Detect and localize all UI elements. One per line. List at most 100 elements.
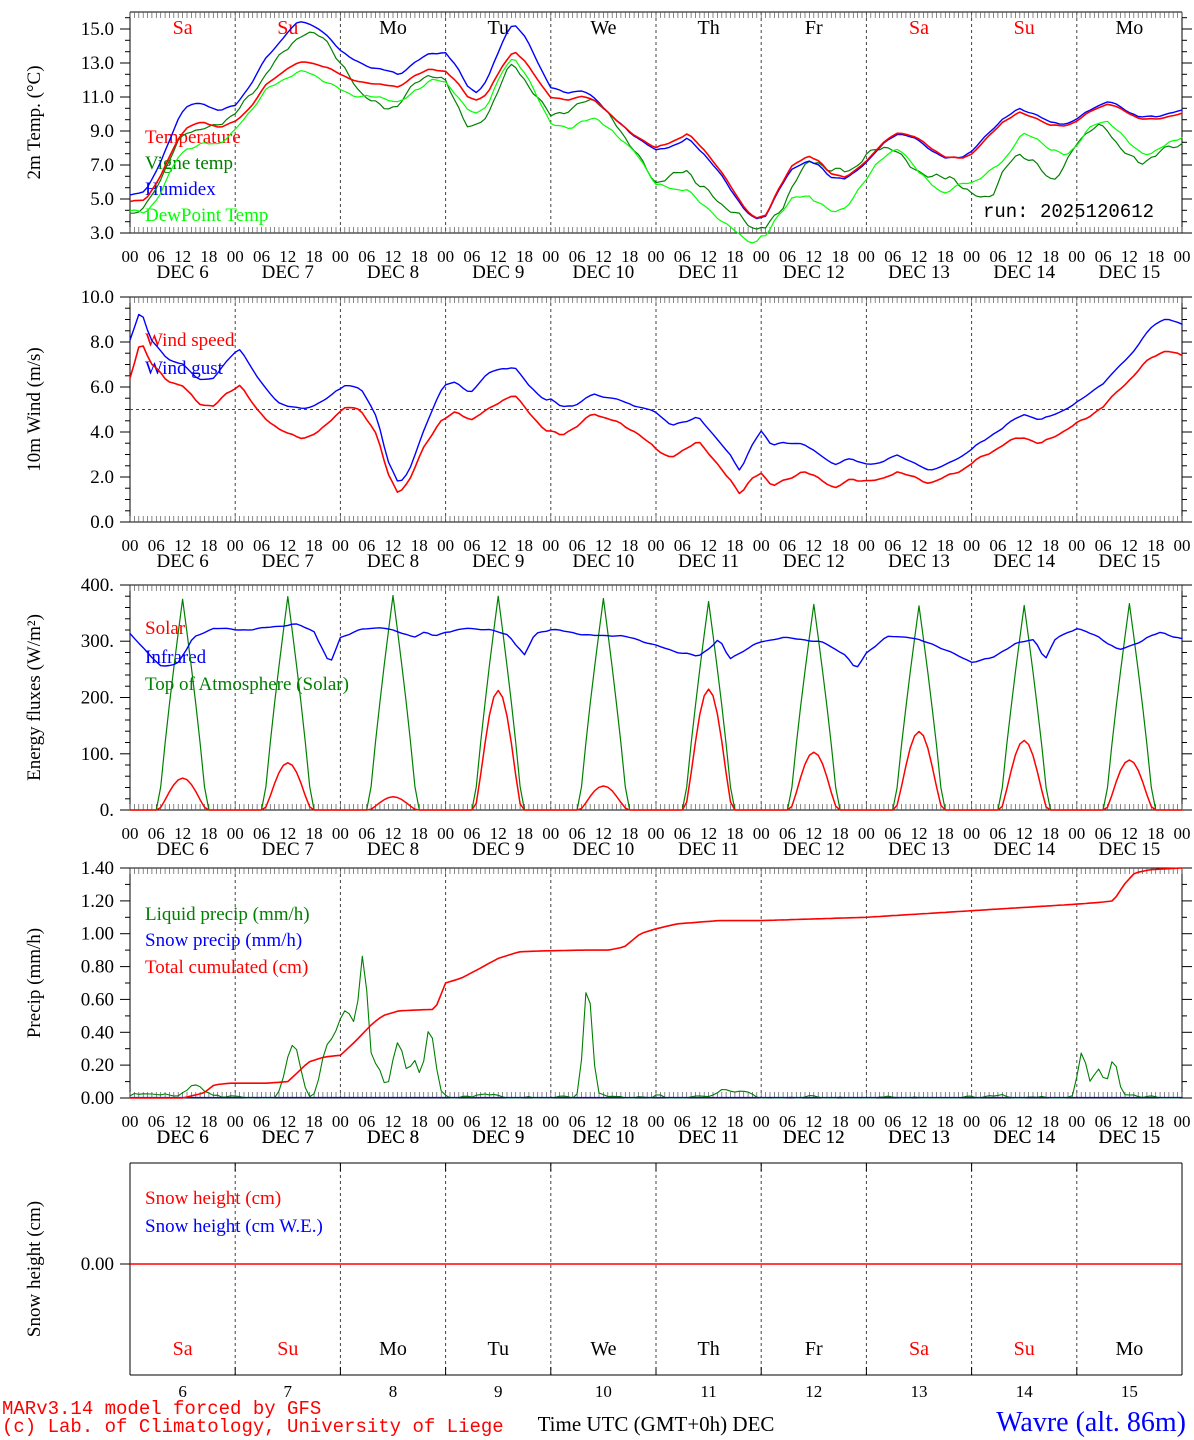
svg-text:8: 8 xyxy=(389,1382,398,1401)
svg-text:Snow height (cm): Snow height (cm) xyxy=(145,1188,281,1209)
svg-text:00: 00 xyxy=(648,536,665,555)
svg-text:DEC 12: DEC 12 xyxy=(783,1127,845,1148)
svg-text:DEC 9: DEC 9 xyxy=(472,551,524,572)
svg-text:00: 00 xyxy=(542,536,559,555)
svg-text:00: 00 xyxy=(753,824,770,843)
svg-text:Fr: Fr xyxy=(805,17,823,39)
svg-text:9.0: 9.0 xyxy=(90,121,114,142)
svg-text:DEC 9: DEC 9 xyxy=(472,1127,524,1148)
svg-text:Sa: Sa xyxy=(909,1338,929,1360)
svg-text:4.0: 4.0 xyxy=(90,422,114,443)
svg-text:00: 00 xyxy=(753,247,770,266)
svg-text:DEC 7: DEC 7 xyxy=(262,839,314,860)
svg-text:0.0: 0.0 xyxy=(90,512,114,533)
svg-text:Sa: Sa xyxy=(909,17,929,39)
svg-text:DEC 6: DEC 6 xyxy=(156,551,208,572)
svg-text:00: 00 xyxy=(963,536,980,555)
svg-text:Mo: Mo xyxy=(1116,17,1144,39)
svg-text:Total cumulated (cm): Total cumulated (cm) xyxy=(145,957,308,978)
svg-text:00: 00 xyxy=(963,247,980,266)
svg-text:2m Temp. (°C): 2m Temp. (°C) xyxy=(24,65,45,179)
svg-text:10: 10 xyxy=(595,1382,612,1401)
svg-text:00: 00 xyxy=(753,1112,770,1131)
svg-text:Time UTC (GMT+0h) DEC: Time UTC (GMT+0h) DEC xyxy=(538,1412,775,1436)
svg-text:DEC 8: DEC 8 xyxy=(367,839,419,860)
svg-text:DEC 6: DEC 6 xyxy=(156,1127,208,1148)
svg-text:Wavre (alt. 86m): Wavre (alt. 86m) xyxy=(996,1407,1186,1438)
svg-text:Mo: Mo xyxy=(379,17,407,39)
svg-text:11.0: 11.0 xyxy=(81,87,114,108)
svg-text:5.0: 5.0 xyxy=(90,189,114,210)
svg-text:DEC 9: DEC 9 xyxy=(472,839,524,860)
svg-text:00: 00 xyxy=(648,824,665,843)
svg-text:We: We xyxy=(590,17,616,39)
svg-text:DEC 15: DEC 15 xyxy=(1099,551,1161,572)
svg-text:00: 00 xyxy=(1068,1112,1085,1131)
svg-text:DEC 6: DEC 6 xyxy=(156,839,208,860)
svg-text:0.40: 0.40 xyxy=(81,1022,114,1043)
svg-text:12: 12 xyxy=(805,1382,822,1401)
svg-text:00: 00 xyxy=(437,824,454,843)
svg-text:Snow height (cm W.E.): Snow height (cm W.E.) xyxy=(145,1216,323,1237)
svg-text:DEC 11: DEC 11 xyxy=(678,1127,739,1148)
svg-text:11: 11 xyxy=(700,1382,716,1401)
svg-text:00: 00 xyxy=(332,247,349,266)
svg-text:00: 00 xyxy=(648,247,665,266)
svg-text:400.: 400. xyxy=(81,575,114,596)
svg-text:00: 00 xyxy=(122,536,139,555)
svg-text:00: 00 xyxy=(858,1112,875,1131)
svg-text:Su: Su xyxy=(277,17,298,39)
svg-text:15: 15 xyxy=(1121,1382,1138,1401)
svg-text:0.00: 0.00 xyxy=(81,1254,114,1275)
svg-text:10.0: 10.0 xyxy=(81,287,114,308)
svg-text:Temperature: Temperature xyxy=(145,127,241,148)
svg-text:Vigne temp: Vigne temp xyxy=(145,153,233,174)
svg-text:0.20: 0.20 xyxy=(81,1055,114,1076)
svg-text:DEC 7: DEC 7 xyxy=(262,551,314,572)
svg-text:00: 00 xyxy=(1068,536,1085,555)
svg-text:DEC 11: DEC 11 xyxy=(678,262,739,283)
svg-text:DEC 7: DEC 7 xyxy=(262,262,314,283)
svg-text:300.: 300. xyxy=(81,631,114,652)
svg-text:0.: 0. xyxy=(100,800,114,821)
svg-text:DEC 11: DEC 11 xyxy=(678,839,739,860)
svg-text:00: 00 xyxy=(332,536,349,555)
svg-text:DEC 8: DEC 8 xyxy=(367,551,419,572)
svg-text:00: 00 xyxy=(858,247,875,266)
svg-text:00: 00 xyxy=(332,1112,349,1131)
svg-text:00: 00 xyxy=(227,1112,244,1131)
svg-text:Liquid precip (mm/h): Liquid precip (mm/h) xyxy=(145,904,310,925)
svg-text:Top of Atmosphere (Solar): Top of Atmosphere (Solar) xyxy=(145,674,349,695)
svg-text:DEC 14: DEC 14 xyxy=(993,262,1055,283)
svg-text:Sa: Sa xyxy=(173,17,193,39)
svg-text:DEC 9: DEC 9 xyxy=(472,262,524,283)
svg-text:DewPoint Temp: DewPoint Temp xyxy=(145,205,268,226)
svg-text:14: 14 xyxy=(1016,1382,1034,1401)
svg-text:00: 00 xyxy=(227,536,244,555)
svg-text:00: 00 xyxy=(437,536,454,555)
svg-text:00: 00 xyxy=(332,824,349,843)
svg-text:2.0: 2.0 xyxy=(90,467,114,488)
svg-text:1.00: 1.00 xyxy=(81,924,114,945)
svg-text:DEC 13: DEC 13 xyxy=(888,1127,950,1148)
svg-text:DEC 10: DEC 10 xyxy=(573,262,635,283)
svg-text:DEC 15: DEC 15 xyxy=(1099,839,1161,860)
svg-text:DEC 8: DEC 8 xyxy=(367,1127,419,1148)
svg-text:run: 2025120612: run: 2025120612 xyxy=(983,201,1154,223)
svg-text:DEC 13: DEC 13 xyxy=(888,839,950,860)
svg-text:3.0: 3.0 xyxy=(90,223,114,244)
svg-text:8.0: 8.0 xyxy=(90,332,114,353)
svg-text:00: 00 xyxy=(122,247,139,266)
svg-text:00: 00 xyxy=(1068,824,1085,843)
svg-text:DEC 13: DEC 13 xyxy=(888,551,950,572)
svg-text:00: 00 xyxy=(963,824,980,843)
svg-text:Tu: Tu xyxy=(487,1338,509,1360)
svg-text:DEC 12: DEC 12 xyxy=(783,551,845,572)
svg-text:Su: Su xyxy=(1014,1338,1035,1360)
svg-text:00: 00 xyxy=(1068,247,1085,266)
svg-text:Snow precip (mm/h): Snow precip (mm/h) xyxy=(145,930,302,951)
svg-text:7.0: 7.0 xyxy=(90,155,114,176)
svg-text:00: 00 xyxy=(122,1112,139,1131)
svg-text:00: 00 xyxy=(437,247,454,266)
svg-text:Mo: Mo xyxy=(1116,1338,1144,1360)
